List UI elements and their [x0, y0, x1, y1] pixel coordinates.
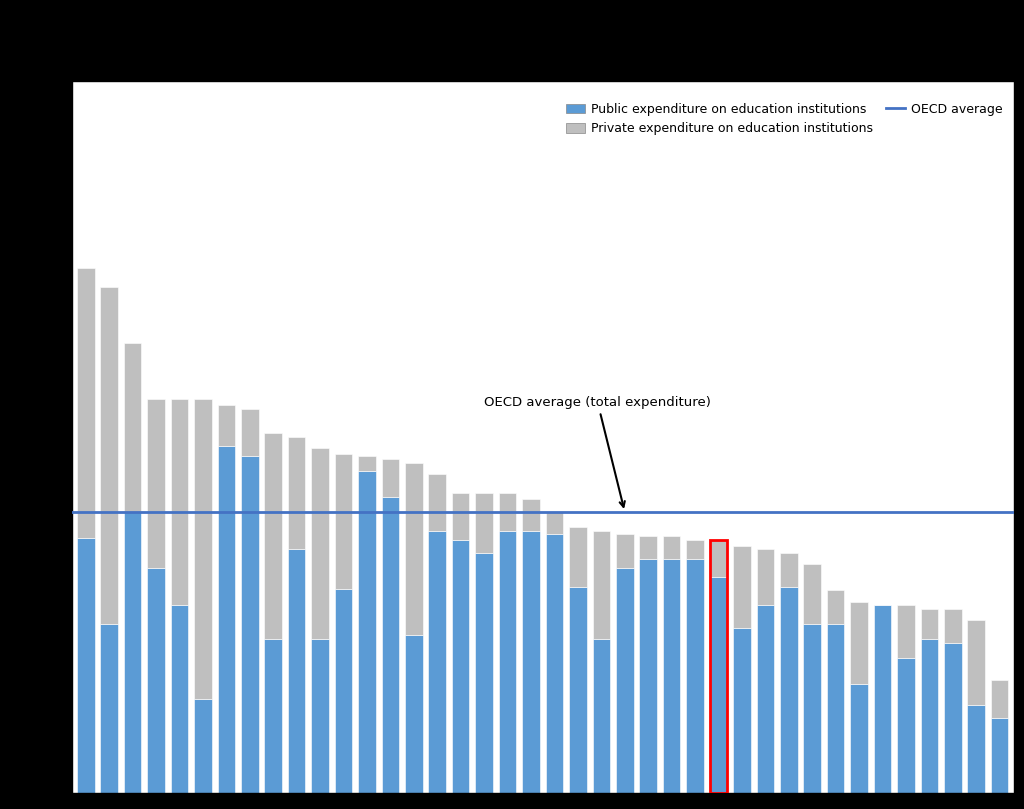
Bar — [311, 639, 329, 793]
Bar — [639, 559, 657, 793]
Bar — [804, 625, 821, 793]
Bar — [757, 605, 774, 793]
Bar — [382, 497, 399, 793]
Bar — [546, 534, 563, 793]
Bar — [77, 269, 94, 538]
Bar — [826, 625, 845, 793]
Bar — [147, 400, 165, 568]
Bar — [616, 568, 634, 793]
Bar — [475, 553, 493, 793]
Bar — [968, 705, 985, 793]
Bar — [264, 433, 282, 639]
Bar — [733, 545, 751, 628]
Bar — [124, 512, 141, 793]
Bar — [77, 538, 94, 793]
Bar — [569, 527, 587, 587]
Bar — [593, 639, 610, 793]
Bar — [335, 454, 352, 589]
Bar — [288, 549, 305, 793]
Bar — [217, 447, 236, 793]
Bar — [710, 540, 727, 578]
Bar — [358, 455, 376, 471]
Bar — [241, 409, 259, 455]
Bar — [710, 540, 727, 793]
Bar — [147, 568, 165, 793]
Bar — [522, 498, 540, 531]
Bar — [241, 455, 259, 793]
Bar — [944, 609, 962, 643]
Bar — [452, 540, 469, 793]
Bar — [850, 684, 868, 793]
Text: OECD average (total expenditure): OECD average (total expenditure) — [484, 396, 711, 507]
Bar — [850, 602, 868, 684]
Bar — [921, 609, 938, 639]
Bar — [757, 549, 774, 605]
Bar — [428, 531, 446, 793]
Bar — [897, 658, 914, 793]
Bar — [780, 587, 798, 793]
Bar — [991, 718, 1009, 793]
Bar — [593, 531, 610, 639]
Bar — [804, 564, 821, 625]
Bar — [639, 536, 657, 559]
Bar — [968, 621, 985, 705]
Bar — [171, 605, 188, 793]
Bar — [686, 559, 703, 793]
Bar — [663, 536, 680, 559]
Bar — [616, 534, 634, 568]
Bar — [499, 531, 516, 793]
Bar — [921, 639, 938, 793]
Bar — [499, 493, 516, 531]
Bar — [780, 553, 798, 587]
Bar — [217, 405, 236, 447]
Bar — [710, 578, 727, 793]
Bar — [358, 471, 376, 793]
Bar — [406, 635, 423, 793]
Bar — [100, 625, 118, 793]
Bar — [522, 531, 540, 793]
Legend: Public expenditure on education institutions, Private expenditure on education i: Public expenditure on education institut… — [561, 98, 1008, 140]
Bar — [406, 463, 423, 635]
Bar — [991, 680, 1009, 718]
Bar — [428, 474, 446, 531]
Bar — [686, 540, 703, 559]
Bar — [171, 400, 188, 605]
Bar — [569, 587, 587, 793]
Bar — [452, 493, 469, 540]
Bar — [944, 643, 962, 793]
Bar — [826, 591, 845, 625]
Bar — [335, 589, 352, 793]
Bar — [382, 460, 399, 497]
Bar — [124, 343, 141, 512]
Bar — [195, 400, 212, 699]
Bar — [873, 605, 891, 793]
Bar — [733, 628, 751, 793]
Bar — [288, 437, 305, 549]
Bar — [897, 605, 914, 658]
Title: Public and private expenditure on tertiary education institutions as a percentag: Public and private expenditure on tertia… — [130, 57, 955, 73]
Bar — [311, 448, 329, 639]
Bar — [100, 287, 118, 625]
Bar — [195, 699, 212, 793]
Bar — [663, 559, 680, 793]
Bar — [475, 493, 493, 553]
Bar — [546, 512, 563, 534]
Bar — [264, 639, 282, 793]
